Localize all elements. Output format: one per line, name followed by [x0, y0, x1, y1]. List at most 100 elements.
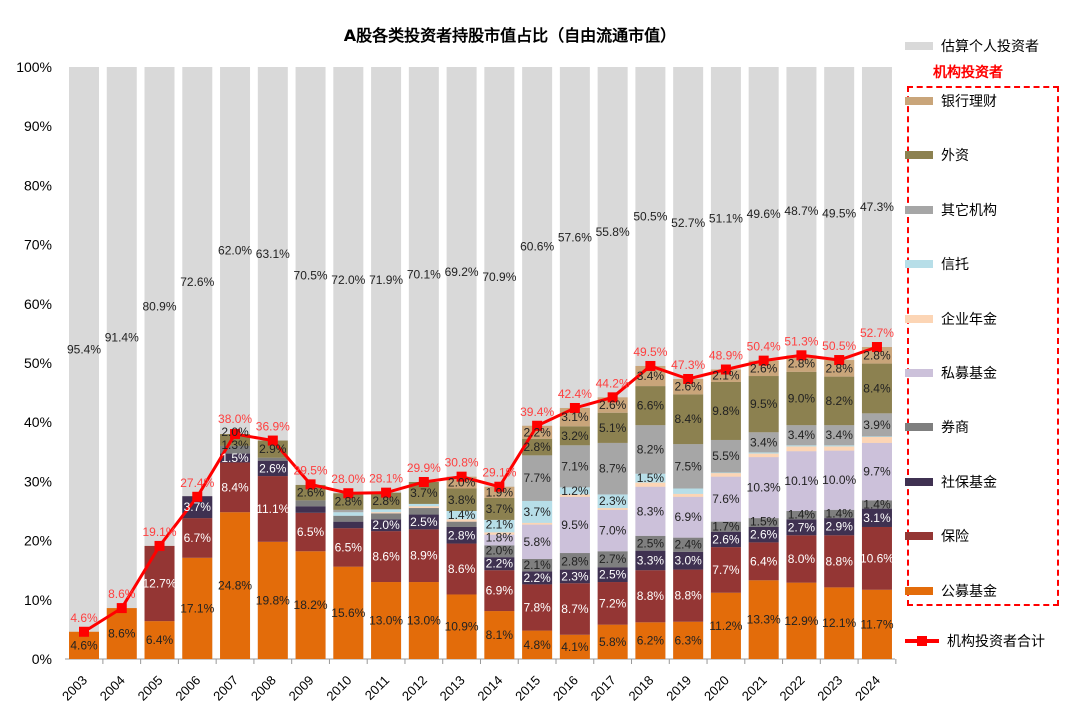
segment-data-label: 8.6%: [448, 562, 476, 576]
bar-segment-私募基金: [484, 534, 515, 546]
total-data-label: 42.4%: [558, 387, 592, 401]
legend-label: 保险: [941, 529, 969, 546]
x-tick-label: 2009: [286, 673, 317, 704]
total-line-marker: [230, 429, 241, 440]
segment-data-label: 2.5%: [637, 536, 665, 550]
x-tick-label: 2015: [512, 673, 543, 704]
segment-data-label: 11.7%: [860, 617, 893, 631]
individual-data-label: 95.4%: [67, 342, 101, 356]
segment-data-label: 3.2%: [561, 429, 589, 443]
segment-data-label: 1.4%: [788, 507, 816, 521]
segment-data-label: 2.8%: [448, 528, 476, 542]
total-line-marker: [381, 487, 392, 498]
segment-data-label: 1.5%: [637, 471, 665, 485]
segment-data-label: 8.7%: [599, 462, 627, 476]
segment-data-label: 2.4%: [674, 538, 702, 552]
x-tick-label: 2010: [323, 673, 354, 704]
bar-segment-银行理财: [446, 476, 477, 489]
legend-label: 社保基金: [941, 474, 997, 491]
x-tick-label: 2018: [625, 673, 656, 704]
bar-segment-其它机构: [635, 425, 666, 474]
legend-item-公募基金: 公募基金: [905, 581, 997, 601]
individual-data-label: 51.1%: [709, 211, 743, 225]
bar-segment-社保基金: [635, 550, 666, 571]
legend-item-individual: 估算个人投资者: [905, 36, 1039, 56]
segment-data-label: 3.9%: [863, 418, 891, 432]
bar-segment-企业年金: [446, 519, 477, 522]
bar-segment-公募基金: [295, 551, 326, 659]
bar-segment-外资: [257, 440, 288, 458]
bar-segment-其它机构: [673, 444, 704, 489]
legend-item-total: 机构投资者合计: [905, 631, 1045, 651]
segment-data-label: 10.0%: [822, 473, 856, 487]
legend-label: 银行理财: [941, 94, 997, 110]
segment-data-label: 2.6%: [297, 486, 325, 500]
bar-segment-信托: [408, 503, 439, 507]
segment-data-label: 2.5%: [599, 568, 627, 582]
bar-segment-信托: [597, 494, 628, 509]
bar-segment-保险: [748, 542, 779, 581]
bar-segment-券商: [597, 551, 628, 568]
segment-data-label: 2.3%: [561, 569, 589, 583]
segment-data-label: 10.9%: [445, 620, 479, 634]
bar-segment-信托: [559, 487, 590, 495]
segment-data-label: 1.5%: [221, 451, 249, 465]
bar-segment-公募基金: [522, 630, 553, 659]
bar-segment-社保基金: [446, 526, 477, 544]
bar-segment-私募基金: [522, 524, 553, 559]
total-data-label: 29.9%: [407, 461, 441, 475]
bar-segment-企业年金: [786, 446, 817, 452]
bar-segment-保险: [182, 518, 213, 558]
total-line-marker: [192, 491, 203, 502]
legend-group-label: 机构投资者: [933, 65, 1003, 81]
total-line-marker: [834, 355, 845, 366]
institution-legend-box: [907, 86, 1059, 606]
total-line-marker: [683, 373, 694, 384]
legend-item-其它机构: 其它机构: [905, 200, 997, 220]
bar-segment-企业年金: [484, 532, 515, 535]
legend-label: 信托: [941, 257, 969, 274]
segment-data-label: 5.8%: [523, 535, 551, 549]
segment-data-label: 2.1%: [523, 558, 551, 572]
total-data-label: 30.8%: [445, 456, 479, 470]
bar-segment-其它机构: [522, 455, 553, 501]
segment-data-label: 2.0%: [372, 518, 400, 532]
bar-segment-外资: [522, 438, 553, 456]
total-line-marker: [607, 392, 618, 403]
legend-label: 估算个人投资者: [941, 39, 1039, 55]
x-tick-label: 2016: [550, 673, 581, 704]
bar-segment-外资: [786, 371, 817, 426]
segment-data-label: 2.2%: [523, 571, 551, 585]
x-tick-label: 2004: [97, 673, 128, 704]
legend-swatch: [905, 314, 933, 323]
segment-data-label: 2.0%: [448, 476, 476, 490]
bar-segment-信托: [484, 519, 515, 533]
bar-segment-社保基金: [182, 496, 213, 519]
segment-data-label: 12.9%: [784, 614, 818, 628]
bar-segment-社保基金: [786, 519, 817, 536]
legend-swatch: [905, 532, 933, 541]
segment-data-label: 9.5%: [561, 518, 589, 532]
x-tick-label: 2021: [739, 673, 770, 704]
segment-data-label: 15.6%: [331, 606, 365, 620]
y-tick-label: 0%: [32, 651, 52, 667]
segment-data-label: 6.4%: [750, 554, 778, 568]
legend-item-银行理财: 银行理财: [905, 91, 997, 111]
bar-segment-公募基金: [408, 582, 439, 659]
bar-segment-保险: [786, 535, 817, 583]
segment-data-label: 2.6%: [599, 398, 627, 412]
segment-data-label: 8.6%: [108, 627, 136, 641]
bar-segment-公募基金: [333, 566, 364, 659]
individual-data-label: 70.1%: [407, 267, 441, 281]
segment-data-label: 4.6%: [70, 638, 98, 652]
individual-data-label: 62.0%: [218, 244, 252, 258]
bar-segment-外资: [446, 488, 477, 511]
bar-segment-企业年金: [824, 446, 855, 451]
total-data-label: 29.5%: [294, 463, 328, 477]
legend-swatch: [905, 636, 939, 646]
segment-data-label: 1.4%: [448, 508, 476, 522]
bar-segment-公募基金: [257, 541, 288, 659]
bar-segment-其它机构: [597, 442, 628, 495]
segment-data-label: 2.9%: [826, 520, 854, 534]
segment-data-label: 8.0%: [788, 552, 816, 566]
